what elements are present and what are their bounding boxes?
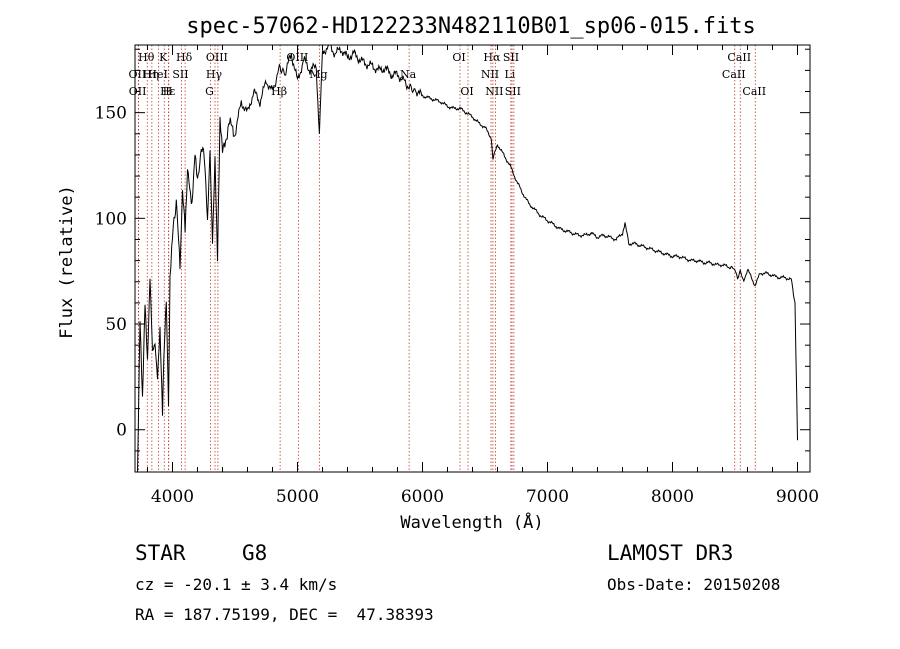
coordinates: RA = 187.75199, DEC = 47.38393 bbox=[135, 605, 434, 624]
line-marker-label-7: SII bbox=[503, 51, 519, 64]
x-axis: 4000 5000 6000 7000 8000 9000 bbox=[147, 45, 819, 507]
line-marker-label-24: OI bbox=[460, 85, 473, 98]
y-tick-label-2: 100 bbox=[95, 209, 127, 229]
obs-date: Obs-Date: 20150208 bbox=[607, 575, 781, 594]
y-tick-label-1: 50 bbox=[105, 315, 127, 335]
y-axis-label: Flux (relative) bbox=[57, 185, 77, 339]
x-tick-label-4: 8000 bbox=[651, 487, 694, 507]
x-axis-label: Wavelength (Å) bbox=[400, 511, 543, 533]
line-marker-label-9: OII bbox=[129, 68, 147, 81]
spectrum-line-0 bbox=[137, 44, 798, 473]
line-marker-label-27: CaII bbox=[742, 85, 766, 98]
line-marker-label-8: CaII bbox=[727, 51, 751, 64]
line-marker-label-13: Hγ bbox=[206, 68, 223, 81]
redshift-text: cz = -20.1 ± 3.4 km/s bbox=[135, 575, 338, 594]
line-marker-label-0: Hθ bbox=[138, 51, 155, 64]
survey-name: LAMOST DR3 bbox=[607, 541, 734, 565]
line-marker-label-1: K bbox=[159, 51, 168, 64]
line-marker-label-11: HeI bbox=[147, 68, 167, 81]
line-marker-label-26: SII bbox=[505, 85, 521, 98]
spectrum-chart: spec-57062-HD122233N482110B01_sp06-015.f… bbox=[57, 14, 819, 533]
line-marker-label-3: OIII bbox=[206, 51, 228, 64]
y-tick-label-0: 0 bbox=[116, 421, 127, 441]
line-marker-label-14: Mg bbox=[309, 68, 327, 81]
line-marker-label-25: NII bbox=[485, 85, 503, 98]
line-marker-label-17: Li bbox=[504, 68, 515, 81]
line-marker-label-22: G bbox=[205, 85, 214, 98]
line-marker-label-6: Hα bbox=[483, 51, 501, 64]
line-marker-label-23: Hβ bbox=[271, 85, 287, 98]
line-marker-label-5: OI bbox=[452, 51, 465, 64]
chart-title: spec-57062-HD122233N482110B01_sp06-015.f… bbox=[186, 14, 756, 39]
y-axis: 0 50 100 150 bbox=[95, 48, 810, 452]
line-marker-label-12: SII bbox=[172, 68, 188, 81]
line-marker-label-18: CaII bbox=[722, 68, 746, 81]
x-tick-label-1: 5000 bbox=[276, 487, 319, 507]
spectrum-series bbox=[137, 44, 798, 473]
line-marker-label-15: Na bbox=[400, 68, 417, 81]
line-marker-label-10: Hη bbox=[143, 68, 159, 81]
line-marker-label-16: NII bbox=[481, 68, 499, 81]
line-marker-label-21: H bbox=[163, 85, 173, 98]
line-marker-label-20: Hε bbox=[160, 85, 176, 98]
x-tick-label-0: 4000 bbox=[151, 487, 194, 507]
plot-frame bbox=[134, 44, 811, 473]
x-tick-label-2: 6000 bbox=[401, 487, 444, 507]
object-class: STAR bbox=[135, 541, 186, 565]
y-tick-label-3: 150 bbox=[95, 104, 127, 124]
object-subclass: G8 bbox=[242, 541, 268, 565]
x-tick-label-5: 9000 bbox=[776, 487, 819, 507]
line-marker-label-2: Hδ bbox=[176, 51, 193, 64]
x-tick-label-3: 7000 bbox=[526, 487, 569, 507]
